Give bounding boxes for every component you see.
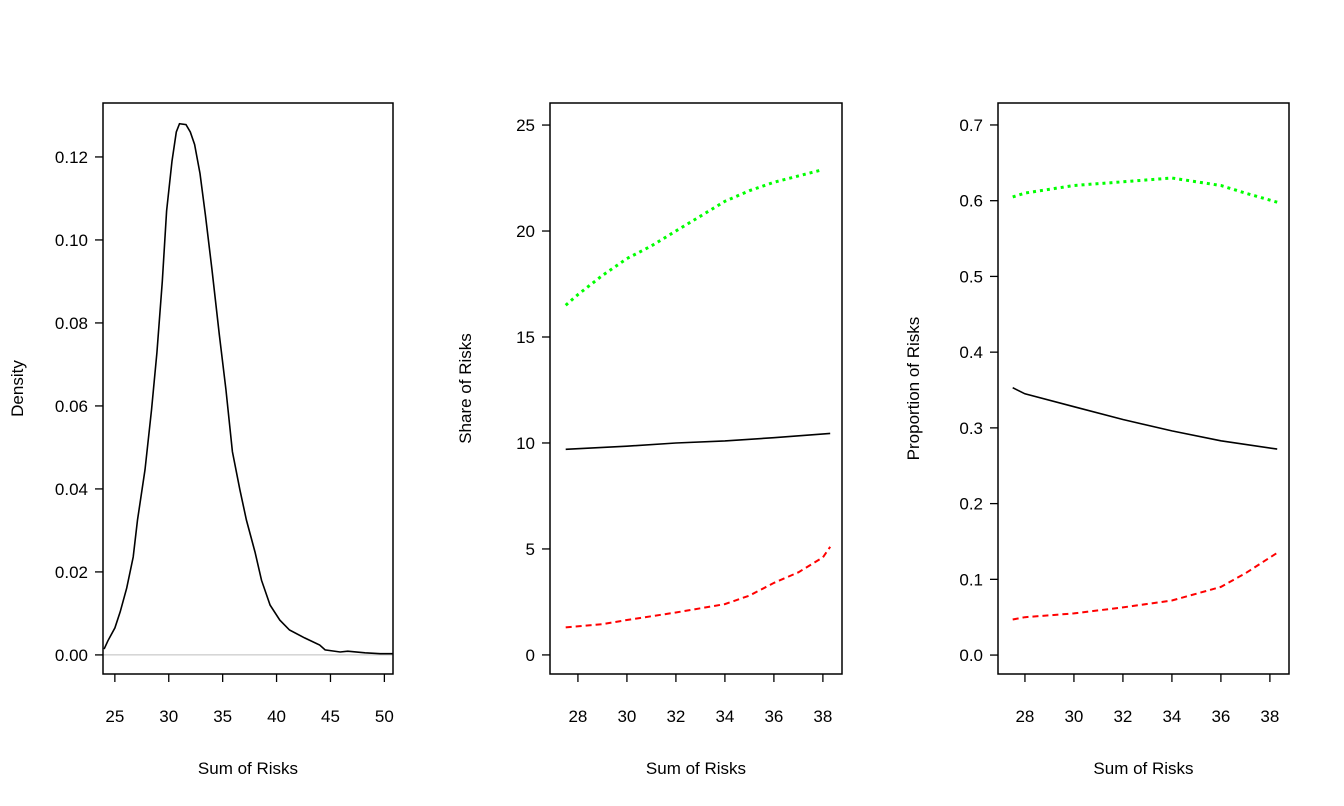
- series-line-1: [103, 122, 393, 655]
- x-tick-label: 32: [1113, 707, 1132, 726]
- x-axis-label: Sum of Risks: [1093, 759, 1193, 778]
- y-tick-label: 5: [526, 540, 535, 559]
- y-tick-label: 0.7: [959, 116, 983, 135]
- series-line-1: [1012, 176, 1278, 204]
- panel-3: 28 30 32 34 36 38 0.0 0.1 0.2 0.3 0.4 0.5 0.6 0.7 Sum …: [904, 102, 1290, 778]
- y-tick-label: 0.04: [55, 480, 88, 499]
- y-tick-label: 0: [526, 646, 535, 665]
- x-tick-label: 35: [213, 707, 232, 726]
- x-tick-label: 30: [159, 707, 178, 726]
- y-tick-label: 15: [516, 328, 535, 347]
- series-line-2: [565, 432, 831, 451]
- x-axis-label: Sum of Risks: [646, 759, 746, 778]
- x-tick-label: 30: [1064, 707, 1083, 726]
- x-tick-label: 25: [105, 707, 124, 726]
- y-tick-label: 0.08: [55, 314, 88, 333]
- plot-box: [997, 102, 1290, 675]
- x-tick-label: 50: [375, 707, 394, 726]
- y-tick-label: 0.1: [959, 570, 983, 589]
- x-tick-label: 45: [321, 707, 340, 726]
- y-tick-label: 0.12: [55, 148, 88, 167]
- y-tick-label: 0.10: [55, 231, 88, 250]
- x-tick-label: 36: [764, 707, 783, 726]
- y-tick-label: 0.3: [959, 419, 983, 438]
- series-line-2: [1012, 386, 1278, 450]
- y-tick-label: 0.0: [959, 646, 983, 665]
- plot-box: [549, 102, 843, 675]
- x-tick-label: 38: [1260, 707, 1279, 726]
- y-axis-label: Share of Risks: [456, 333, 475, 444]
- y-tick-label: 0.06: [55, 397, 88, 416]
- y-tick-label: 10: [516, 434, 535, 453]
- series-line-3: [1012, 551, 1278, 621]
- series-line-3: [565, 546, 832, 629]
- x-tick-label: 34: [1162, 707, 1181, 726]
- y-tick-label: 0.2: [959, 495, 983, 514]
- y-axis-label: Density: [8, 360, 27, 417]
- x-tick-label: 32: [666, 707, 685, 726]
- plot-box: [102, 102, 394, 675]
- y-tick-label: 0.5: [959, 267, 983, 286]
- panel-2: 28 30 32 34 36 38 0 5 10 15 20 25 Sum of Risks Share …: [456, 102, 843, 778]
- series-line-1: [564, 168, 824, 307]
- y-tick-label: 0.4: [959, 343, 983, 362]
- x-tick-label: 34: [715, 707, 734, 726]
- y-axis-label: Proportion of Risks: [904, 317, 923, 461]
- x-axis-label: Sum of Risks: [198, 759, 298, 778]
- y-tick-label: 25: [516, 116, 535, 135]
- x-tick-label: 28: [568, 707, 587, 726]
- x-tick-label: 40: [267, 707, 286, 726]
- x-tick-label: 38: [813, 707, 832, 726]
- y-tick-label: 0.02: [55, 563, 88, 582]
- y-tick-label: 0.6: [959, 192, 983, 211]
- x-tick-label: 28: [1015, 707, 1034, 726]
- x-tick-label: 36: [1211, 707, 1230, 726]
- panel-1: 25 30 35 40 45 50 0.00 0.02 0.04 0.06 0.08 0.10 0.12…: [8, 102, 394, 778]
- x-tick-label: 30: [617, 707, 636, 726]
- y-tick-label: 20: [516, 222, 535, 241]
- y-tick-label: 0.00: [55, 646, 88, 665]
